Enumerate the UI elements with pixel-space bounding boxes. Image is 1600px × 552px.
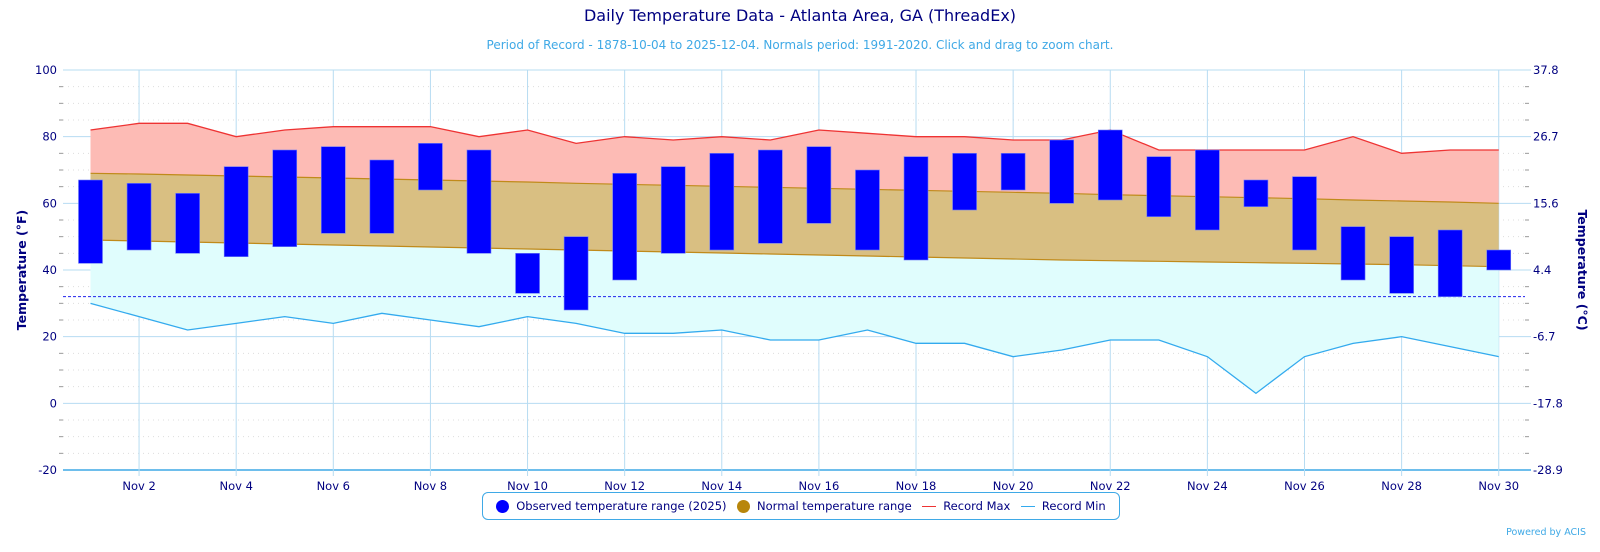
observed-range-bar[interactable] — [1000, 153, 1026, 191]
credits-link[interactable]: Powered by ACIS — [1506, 527, 1586, 538]
observed-range-bar[interactable] — [320, 146, 346, 234]
observed-range-bar[interactable] — [758, 149, 783, 244]
observed-range-bar[interactable] — [272, 149, 298, 247]
observed-range-bar[interactable] — [1340, 226, 1366, 281]
legend-item-record-max[interactable]: Record Max — [922, 499, 1010, 513]
observed-range-bar[interactable] — [612, 173, 637, 281]
observed-range-bar[interactable] — [1146, 156, 1172, 217]
record-min-line-icon — [1020, 505, 1035, 507]
observed-dot-icon — [496, 499, 510, 513]
y-right-tick-label: 37.8 — [1533, 63, 1559, 77]
observed-range-bar[interactable] — [466, 149, 492, 254]
x-tick-label: Nov 28 — [1381, 479, 1422, 493]
observed-range-bar[interactable] — [660, 166, 686, 254]
legend-item-record-min[interactable]: Record Min — [1020, 499, 1106, 513]
chart-subtitle: Period of Record - 1878-10-04 to 2025-12… — [486, 38, 1114, 52]
x-tick-label: Nov 12 — [604, 479, 645, 493]
observed-range-bar[interactable] — [126, 183, 152, 251]
chart-title: Daily Temperature Data - Atlanta Area, G… — [583, 6, 1017, 25]
observed-range-bar[interactable] — [1437, 229, 1463, 297]
x-tick-label: Nov 8 — [414, 479, 447, 493]
band-layer — [90, 123, 1499, 394]
record-min-band — [90, 240, 1499, 394]
y-tick-label: 20 — [42, 330, 57, 344]
record-max-line-icon — [922, 505, 937, 507]
record-max-line[interactable] — [90, 122, 1499, 154]
x-tick-label: Nov 2 — [122, 479, 155, 493]
observed-range-bar[interactable] — [1195, 149, 1220, 231]
observed-range-bar[interactable] — [1292, 176, 1317, 251]
legend-label: Observed temperature range (2025) — [516, 499, 727, 513]
observed-range-bar[interactable] — [1486, 249, 1512, 271]
legend-item-observed[interactable]: Observed temperature range (2025) — [496, 499, 727, 513]
y-tick-label: 0 — [50, 396, 57, 410]
y-tick-label: 40 — [42, 263, 57, 277]
axis-layer: 100 37.8 80 26.7 60 15.6 40 4.4 20 -6.7 0 -17.8 -20 -… — [14, 63, 1590, 493]
y-right-tick-label: 4.4 — [1533, 263, 1551, 277]
legend-item-normal[interactable]: Normal temperature range — [737, 499, 912, 513]
legend: Observed temperature range (2025) Normal… — [482, 492, 1120, 520]
bar-layer — [78, 129, 1512, 311]
y-right-tick-label: 15.6 — [1533, 196, 1559, 210]
x-tick-label: Nov 26 — [1284, 479, 1325, 493]
x-tick-label: Nov 24 — [1187, 479, 1228, 493]
legend-label: Record Max — [943, 499, 1011, 513]
observed-range-bar[interactable] — [563, 236, 589, 311]
y-right-axis-title: Temperature (°C) — [1575, 209, 1590, 330]
y-right-tick-label: -6.7 — [1533, 330, 1555, 344]
observed-range-bar[interactable] — [223, 166, 249, 257]
y-tick-label: 80 — [42, 130, 57, 144]
legend-label: Normal temperature range — [757, 499, 912, 513]
x-tick-label: Nov 10 — [507, 479, 548, 493]
observed-range-bar[interactable] — [1049, 139, 1074, 204]
x-tick-label: Nov 22 — [1090, 479, 1131, 493]
normal-dot-icon — [737, 499, 751, 513]
observed-range-bar[interactable] — [175, 193, 200, 254]
observed-range-bar[interactable] — [903, 156, 929, 261]
observed-range-bar[interactable] — [709, 153, 735, 251]
x-tick-label: Nov 14 — [701, 479, 742, 493]
observed-range-bar[interactable] — [952, 153, 977, 211]
y-tick-label: -20 — [38, 463, 57, 477]
observed-range-bar[interactable] — [855, 169, 880, 251]
y-tick-label: 60 — [42, 196, 57, 210]
y-axis-title: Temperature (°F) — [14, 210, 29, 330]
y-right-tick-label: -28.9 — [1533, 463, 1563, 477]
legend-label: Record Min — [1041, 499, 1106, 513]
observed-range-bar[interactable] — [418, 143, 443, 191]
observed-range-bar[interactable] — [78, 179, 103, 264]
observed-range-bar[interactable] — [369, 159, 395, 234]
record-min-line[interactable] — [90, 302, 1499, 395]
x-tick-label: Nov 20 — [993, 479, 1034, 493]
observed-range-bar[interactable] — [1389, 236, 1414, 294]
y-right-tick-label: 26.7 — [1533, 130, 1559, 144]
y-right-tick-label: -17.8 — [1533, 396, 1563, 410]
observed-range-bar[interactable] — [806, 146, 832, 224]
observed-range-bar[interactable] — [1243, 179, 1269, 207]
observed-range-bar[interactable] — [515, 253, 540, 294]
observed-range-bar[interactable] — [1097, 129, 1123, 201]
x-tick-label: Nov 18 — [896, 479, 937, 493]
x-tick-label: Nov 6 — [317, 479, 350, 493]
x-tick-label: Nov 30 — [1478, 479, 1519, 493]
x-tick-label: Nov 16 — [799, 479, 840, 493]
x-tick-label: Nov 4 — [219, 479, 252, 493]
y-tick-label: 100 — [35, 63, 57, 77]
normal-low-line — [90, 239, 1499, 268]
